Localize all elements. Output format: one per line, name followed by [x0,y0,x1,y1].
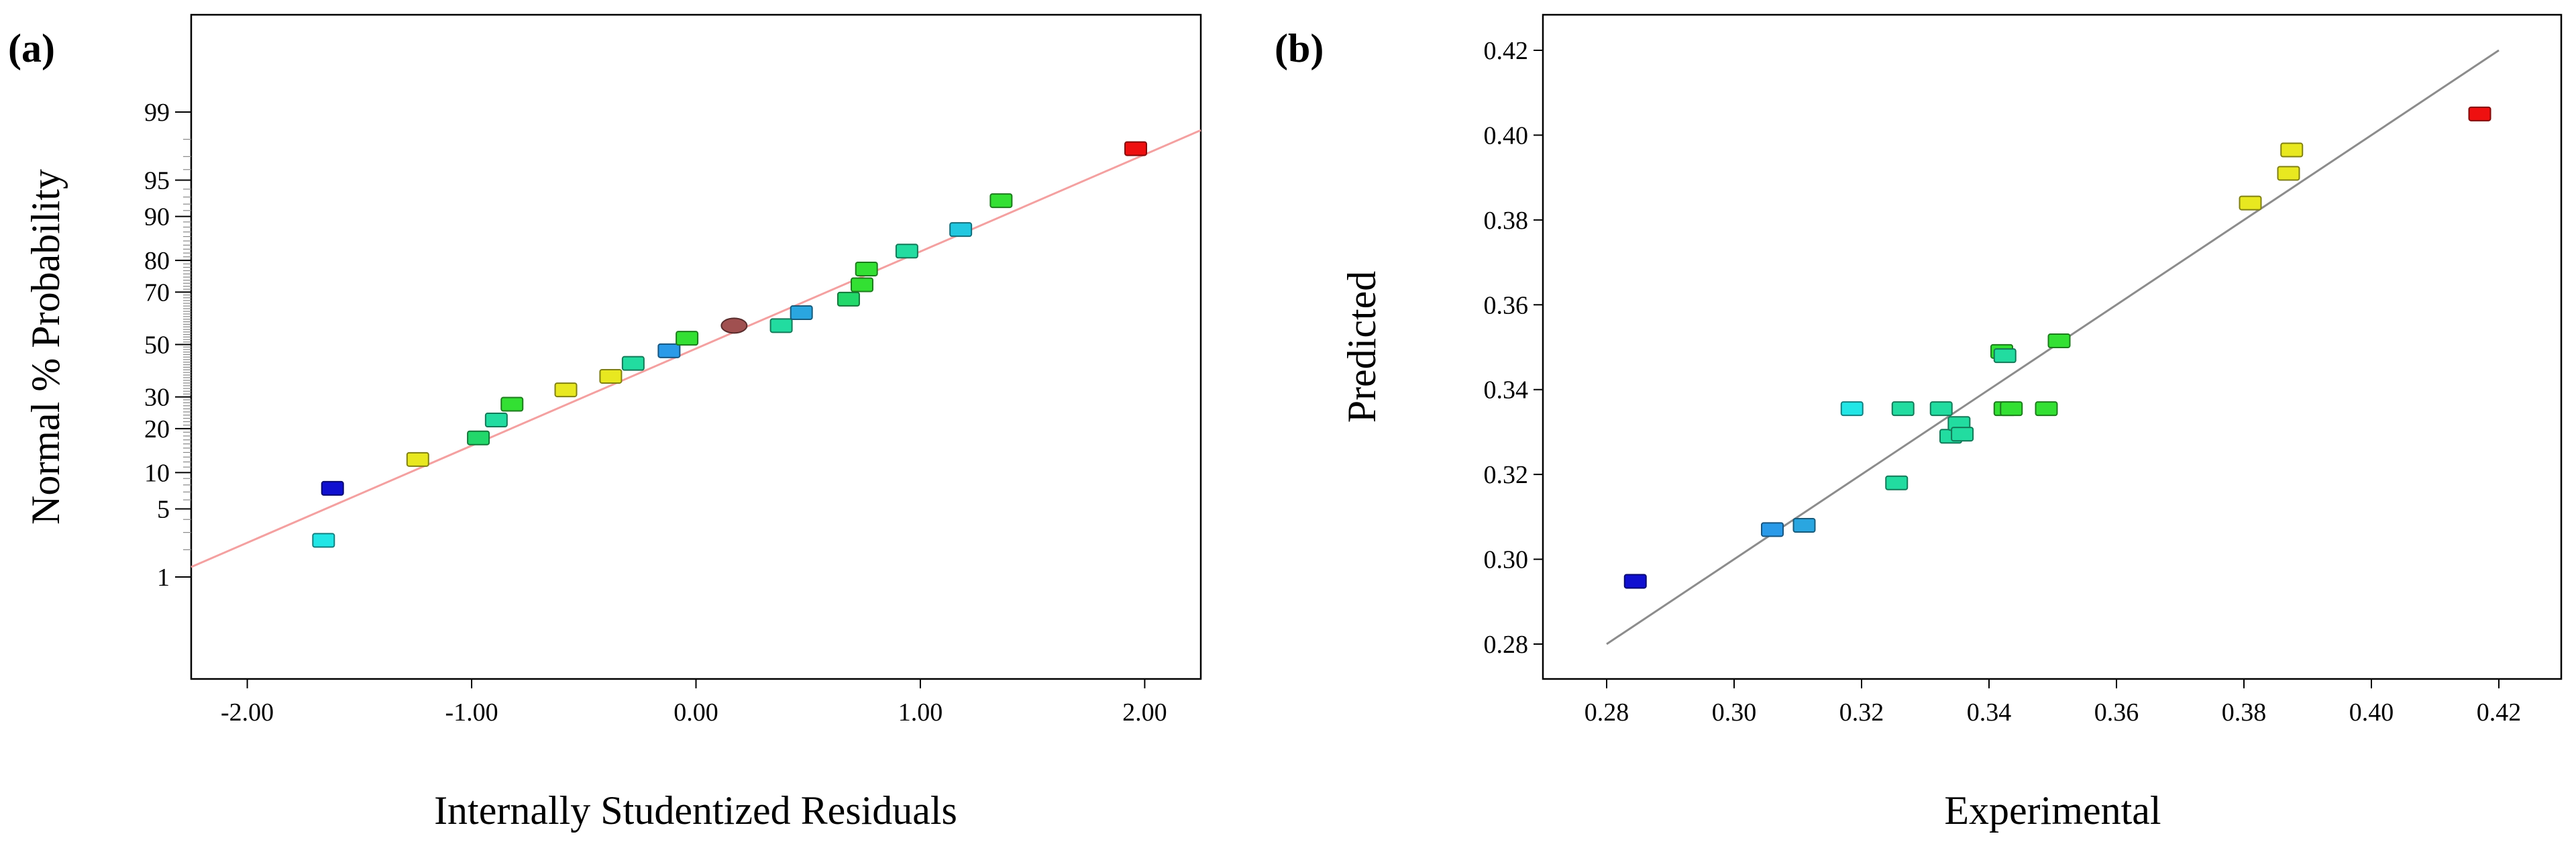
panel-a-x-tick-label: 2.00 [1122,698,1167,727]
panel-b-data-point [1840,401,1864,417]
panel-a-data-point [321,480,344,496]
panel-a-label: (a) [8,26,55,70]
panel-a-data-point [1124,141,1148,156]
panel-b-y-tick-label: 0.28 [1484,631,1529,659]
panel-a-data-point [720,317,748,334]
panel-b-points [1623,106,2491,589]
panel-a-data-point [769,318,793,333]
panel-b-data-point [2277,166,2300,181]
panel-b-x-axis-title: Experimental [1944,788,2161,833]
panel-a-normal-probability-plot: (a) -2.00 -1.00 0.00 1.00 2.00 1 5 10 20 30 50 70 80… [8,13,1202,833]
panel-a-y-tick-label: 50 [144,331,170,360]
panel-a-data-point [621,356,645,371]
panel-a-data-point [467,430,490,445]
panel-b-y-tick-label: 0.34 [1484,376,1529,405]
panel-a-y-tick-label: 10 [144,459,170,487]
panel-b-predicted-vs-experimental-plot: (b) 0.28 0.30 0.32 0.34 0.36 0.38 0.40 0.420.28… [1275,13,2563,833]
panel-b-data-point [1891,401,1915,417]
panel-b-x-tick-label: 0.34 [1967,698,2012,727]
panel-b-data-point [2035,401,2058,417]
panel-b-data-point [2280,142,2304,158]
panel-a-y-tick-label: 20 [144,415,170,443]
panel-b-y-tick-label: 0.42 [1484,37,1529,65]
panel-a-data-point [989,193,1013,209]
panel-b-x-tick-label: 0.30 [1712,698,1757,727]
panel-a-data-point [790,305,813,321]
panel-b-data-point [2047,333,2071,349]
panel-b-axis-ticks: 0.28 0.30 0.32 0.34 0.36 0.38 0.40 0.42 0.28 0.30… [1484,37,2522,727]
panel-a-data-point [406,452,429,467]
panel-b-data-point [1623,574,1647,589]
panel-b-x-tick-label: 0.40 [2349,698,2394,727]
panel-b-y-tick-label: 0.40 [1484,121,1529,150]
panel-a-axis-ticks: -2.00 -1.00 0.00 1.00 2.00 1 5 10 20 30 50 70 80 90 95… [144,99,1167,727]
panel-b-data-point [1951,427,1974,442]
panel-a-x-tick-label: 1.00 [898,698,943,727]
panel-a-x-axis-title: Internally Studentized Residuals [434,788,957,833]
panel-a-data-point [599,368,623,384]
panel-b-y-tick-label: 0.30 [1484,546,1529,574]
panel-b-data-point [1929,401,1953,417]
panel-a-data-point [895,244,918,259]
panel-b-data-point [1761,522,1784,537]
panel-a-data-point [855,261,878,276]
panel-a-y-tick-label: 90 [144,203,170,231]
panel-a-x-tick-label: -2.00 [221,698,274,727]
panel-a-fit-line [191,129,1201,568]
panel-a-points [312,141,1148,548]
panel-b-x-tick-label: 0.32 [1839,698,1884,727]
panel-b-x-tick-label: 0.38 [2222,698,2267,727]
panel-b-y-tick-label: 0.38 [1484,207,1529,235]
panel-b-plot-frame [1542,13,2563,680]
panel-a-data-point [837,291,860,307]
panel-a-y-tick-label: 99 [144,99,170,127]
panel-b-data-point [1792,518,1816,533]
panel-a-data-point [484,413,508,428]
panel-a-data-point [850,277,873,293]
panel-a-y-tick-label: 70 [144,278,170,307]
panel-a-y-tick-label: 1 [157,564,170,592]
panel-b-y-tick-label: 0.36 [1484,291,1529,319]
panel-b-x-tick-label: 0.28 [1585,698,1629,727]
panel-b-y-axis-title: Predicted [1340,271,1384,423]
panel-a-data-point [554,382,578,398]
panel-a-x-tick-label: 0.00 [674,698,718,727]
panel-b-x-tick-label: 0.36 [2094,698,2139,727]
panel-b-data-point [2000,401,2023,417]
panel-a-y-axis-title: Normal % Probability [23,169,68,525]
panel-b-y-tick-label: 0.32 [1484,461,1529,489]
panel-b-data-point [2468,106,2491,121]
panel-a-data-point [949,222,973,238]
panel-b-data-point [2239,195,2262,211]
panel-a-plot-frame [190,13,1202,680]
panel-b-data-point [1885,475,1909,490]
panel-a-data-point [500,397,524,412]
panel-a-y-tick-label: 30 [144,384,170,412]
panel-a-y-tick-label: 95 [144,167,170,195]
panel-a-y-tick-label: 80 [144,247,170,275]
panel-a-x-tick-label: -1.00 [445,698,498,727]
panel-b-x-tick-label: 0.42 [2477,698,2522,727]
panel-a-data-point [676,331,699,346]
panel-a-data-point [657,343,681,358]
panel-a-data-point [312,533,335,548]
panel-b-data-point [1993,348,2017,364]
panel-a-y-tick-label: 5 [157,495,170,523]
panel-b-label: (b) [1275,26,1324,70]
